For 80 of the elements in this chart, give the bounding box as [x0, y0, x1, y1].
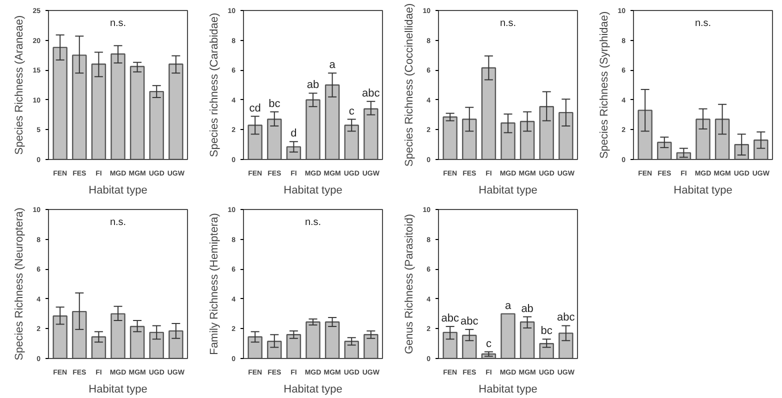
- y-axis-title: Family Richness (Hemiptera): [208, 213, 221, 355]
- annotation: a: [504, 300, 512, 312]
- bar: [149, 90, 164, 160]
- bar: [324, 84, 340, 160]
- annotation: n.s.: [694, 18, 712, 29]
- y-axis-title: Species Richness (Syrphidae): [598, 11, 611, 159]
- y-axis-title: Genus Richness (Parasitoid): [404, 214, 416, 354]
- bar: [714, 118, 730, 160]
- bar: [286, 146, 302, 160]
- annotation: n.s.: [110, 18, 126, 29]
- x-axis-title: Habitat type: [478, 384, 538, 396]
- bar: [481, 67, 496, 160]
- bar: [520, 120, 535, 160]
- annotation: c: [348, 105, 355, 118]
- bar: [638, 110, 652, 160]
- bar: [520, 321, 535, 358]
- bar: [558, 332, 574, 358]
- annotation: bc: [268, 98, 281, 110]
- bar: [130, 66, 145, 160]
- bar: [344, 340, 359, 358]
- bar: [364, 108, 378, 160]
- bar: [248, 124, 262, 160]
- bar: [539, 343, 554, 358]
- annotation: n.s.: [110, 216, 126, 228]
- annotation: bc: [540, 325, 553, 338]
- bar: [52, 46, 68, 160]
- annotation: abc: [441, 312, 460, 324]
- bar: [91, 336, 106, 358]
- x-axis-title: Habitat type: [284, 184, 342, 196]
- bar: [248, 336, 262, 358]
- bar: [306, 99, 320, 160]
- bar: [500, 313, 516, 358]
- x-axis-title: Habitat type: [478, 184, 538, 196]
- y-axis-title: Species Richness (Neuroptera): [14, 208, 26, 360]
- bar: [364, 334, 378, 358]
- annotation: d: [290, 128, 297, 140]
- annotation: cd: [249, 102, 261, 114]
- bar: [110, 313, 126, 358]
- annotation: a: [329, 59, 336, 72]
- bar: [267, 340, 282, 358]
- bar: [72, 310, 87, 358]
- bar: [130, 326, 145, 358]
- x-axis-title: Habitat type: [284, 384, 342, 396]
- bar: [267, 118, 282, 160]
- bar: [168, 330, 184, 358]
- annotation: ab: [306, 79, 320, 92]
- annotation: abc: [460, 315, 479, 328]
- bar: [696, 118, 710, 160]
- bar: [286, 334, 302, 358]
- y-axis-title: Species richness (Carabidae): [208, 12, 221, 158]
- annotation: n.s.: [304, 216, 322, 228]
- x-axis-title: Habitat type: [88, 384, 148, 396]
- y-axis-title: Species Richness (Araneae): [14, 15, 26, 155]
- bar: [344, 124, 359, 160]
- bar: [657, 142, 672, 160]
- y-axis-title: Species Richness (Coccinellidae): [404, 3, 416, 167]
- bar: [306, 321, 320, 358]
- bar: [324, 321, 340, 358]
- bar: [72, 54, 87, 160]
- x-axis-title: Habitat type: [88, 184, 148, 196]
- bar: [539, 106, 554, 160]
- bar: [52, 315, 68, 358]
- bar: [558, 112, 574, 160]
- bar: [91, 64, 106, 160]
- bar: [500, 122, 516, 160]
- annotation: c: [486, 338, 492, 350]
- bar: [442, 116, 458, 160]
- bar: [110, 53, 126, 160]
- bar: [734, 144, 749, 160]
- annotation: abc: [557, 312, 576, 324]
- annotation: n.s.: [500, 18, 516, 29]
- bar: [168, 64, 184, 160]
- annotation: abc: [362, 87, 380, 100]
- bar: [462, 118, 477, 160]
- bar: [754, 140, 768, 160]
- annotation: ab: [521, 302, 534, 315]
- bar: [442, 332, 458, 358]
- bar: [462, 334, 477, 358]
- x-axis-title: Habitat type: [674, 184, 732, 196]
- bar: [149, 332, 164, 358]
